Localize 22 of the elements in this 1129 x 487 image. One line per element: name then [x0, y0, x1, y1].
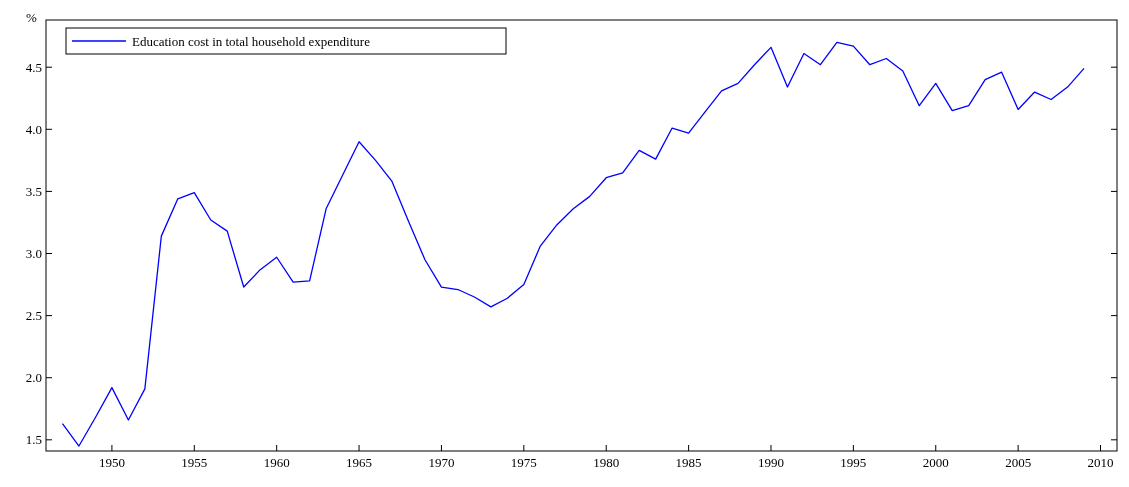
- x-tick-label: 1980: [593, 455, 620, 470]
- x-tick-label: 1970: [428, 455, 455, 470]
- x-tick-label: 1960: [263, 455, 290, 470]
- y-tick-label: 4.5: [25, 59, 42, 75]
- x-tick-label: 2010: [1087, 455, 1114, 470]
- y-tick-label: 3.5: [25, 183, 42, 199]
- x-tick-label: 1950: [98, 455, 125, 470]
- y-tick-label: 3.0: [25, 246, 42, 262]
- y-tick-label: 4.0: [25, 121, 42, 137]
- y-tick-label: 1.5: [25, 432, 42, 448]
- x-tick-label: 1955: [181, 455, 208, 470]
- y-axis-title: %: [26, 10, 37, 25]
- y-tick-label: 2.5: [25, 308, 42, 324]
- x-tick-label: 2000: [922, 455, 949, 470]
- y-tick-label: 2.0: [25, 370, 42, 386]
- x-tick-label: 2005: [1005, 455, 1032, 470]
- x-tick-label: 1965: [346, 455, 373, 470]
- x-tick-label: 1975: [510, 455, 537, 470]
- x-tick-label: 1995: [840, 455, 867, 470]
- legend-label: Education cost in total household expenditure: [132, 33, 371, 49]
- x-tick-label: 1990: [757, 455, 784, 470]
- x-tick-label: 1985: [675, 455, 702, 470]
